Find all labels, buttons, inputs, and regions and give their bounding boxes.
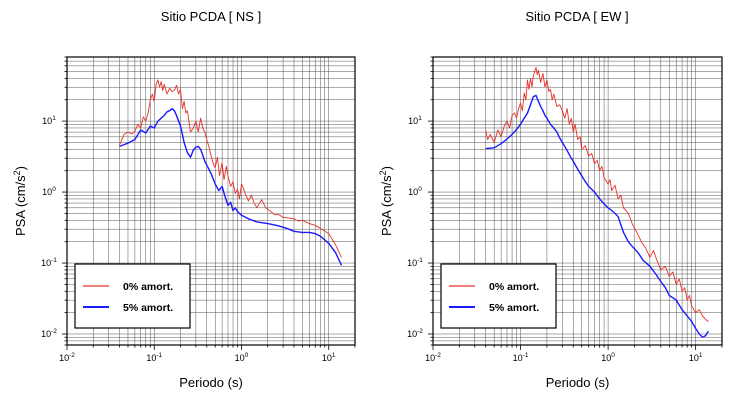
grid: [66, 56, 356, 346]
legend-label: 0% amort.: [123, 281, 173, 293]
plot-frame: [432, 56, 723, 346]
y-tick-label: 10-2: [41, 328, 57, 339]
y-tick-label: 10-1: [407, 257, 423, 268]
y-tick-label: 10-2: [407, 328, 423, 339]
series-line-undamped: [485, 66, 709, 322]
x-tick-label: 10-1: [513, 352, 529, 363]
y-tick-label: 101: [42, 115, 56, 126]
x-tick-label: 101: [322, 352, 336, 363]
series-line-damped: [119, 107, 343, 266]
chart-ns: Sitio PCDA [ NS ] 10-2 10-1 100 101 10-2 10-1 1…: [12, 9, 356, 390]
ticks: [62, 56, 356, 350]
x-tick-label: 100: [235, 352, 249, 363]
x-axis-label: Periodo (s): [546, 375, 610, 390]
x-tick-label: 101: [689, 352, 703, 363]
plot-frame: [66, 56, 356, 346]
y-tick-label: 100: [408, 186, 422, 197]
series-line-undamped: [119, 79, 342, 258]
x-axis-label: Periodo (s): [179, 375, 243, 390]
legend-label: 5% amort.: [489, 302, 539, 314]
y-tick-label: 101: [408, 115, 422, 126]
y-axis-label: PSA (cm/s2): [378, 166, 394, 236]
y-axis-label: PSA (cm/s2): [12, 166, 28, 236]
legend-box: [440, 263, 557, 329]
y-tick-label: 100: [42, 186, 56, 197]
y-tick-label: 10-1: [41, 257, 57, 268]
chart-title: Sitio PCDA [ EW ]: [525, 9, 628, 24]
legend: 0% amort. 5% amort.: [74, 263, 191, 329]
x-tick-label: 10-2: [59, 352, 75, 363]
legend: 0% amort. 5% amort.: [440, 263, 557, 329]
x-tick-label: 10-2: [425, 352, 441, 363]
x-tick-label: 10-1: [146, 352, 162, 363]
legend-label: 0% amort.: [489, 281, 539, 293]
chart-ew: Sitio PCDA [ EW ] 10-2 10-1 100 101 10-2 10-1 1…: [378, 9, 723, 390]
legend-label: 5% amort.: [123, 302, 173, 314]
x-tick-label: 100: [601, 352, 615, 363]
legend-box: [74, 263, 191, 329]
series-line-damped: [485, 94, 709, 338]
chart-title: Sitio PCDA [ NS ]: [161, 9, 261, 24]
